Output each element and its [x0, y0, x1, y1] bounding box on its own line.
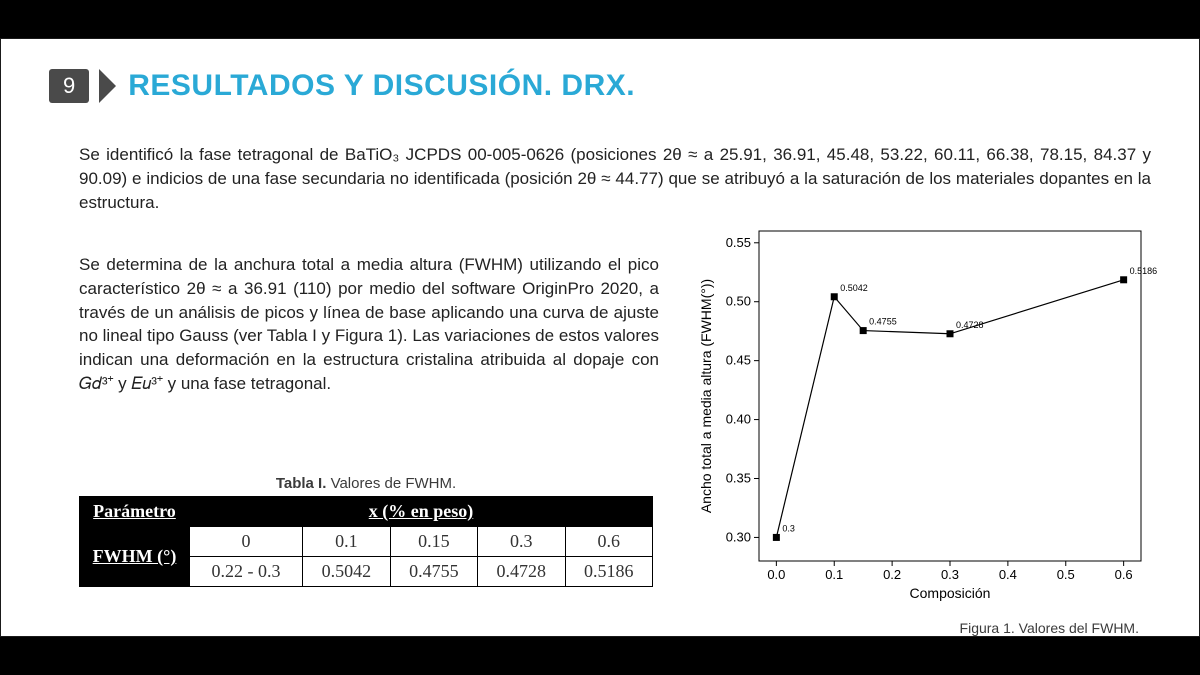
- td-x-4: 0.6: [565, 527, 652, 557]
- table-header-row: Parámetro x (% en peso): [80, 497, 653, 527]
- td-f-2: 0.4755: [390, 557, 477, 587]
- fwhm-table-wrap: Tabla I. Valores de FWHM. Parámetro x (%…: [79, 475, 653, 587]
- figure-caption: Figura 1. Valores del FWHM.: [960, 620, 1139, 636]
- svg-text:0.0: 0.0: [767, 567, 785, 582]
- fwhm-table: Parámetro x (% en peso) FWHM (°) 0 0.1 0…: [79, 496, 653, 587]
- page-title: RESULTADOS Y DISCUSIÓN. DRX.: [128, 69, 635, 103]
- svg-text:0.2: 0.2: [883, 567, 901, 582]
- svg-text:0.40: 0.40: [726, 412, 751, 427]
- table-x-row: FWHM (°) 0 0.1 0.15 0.3 0.6: [80, 527, 653, 557]
- title-row: 9 RESULTADOS Y DISCUSIÓN. DRX.: [49, 69, 1159, 103]
- svg-text:0.3: 0.3: [941, 567, 959, 582]
- td-f-0: 0.22 - 0.3: [190, 557, 303, 587]
- paragraph-2: Se determina de la anchura total a media…: [79, 253, 659, 396]
- svg-text:0.35: 0.35: [726, 471, 751, 486]
- fwhm-chart: 0.30 0.35 0.40 0.45 0.50 0.55 0.0 0.1 0.2 0.3 0.4 0…: [689, 221, 1159, 616]
- svg-text:0.4755: 0.4755: [869, 317, 897, 327]
- table-caption-rest: Valores de FWHM.: [326, 475, 456, 492]
- page-number-badge: 9: [49, 69, 89, 103]
- svg-text:0.5042: 0.5042: [840, 283, 868, 293]
- td-x-0: 0: [190, 527, 303, 557]
- svg-text:0.45: 0.45: [726, 353, 751, 368]
- td-fwhm-label: FWHM (°): [80, 527, 190, 587]
- svg-text:Composición: Composición: [910, 585, 991, 601]
- letterbox-top: [0, 0, 1200, 38]
- paragraph-1: Se identificó la fase tetragonal de BaTi…: [79, 143, 1151, 214]
- td-f-1: 0.5042: [303, 557, 390, 587]
- svg-text:0.4728: 0.4728: [956, 320, 984, 330]
- svg-text:0.5: 0.5: [1057, 567, 1075, 582]
- th-parametro: Parámetro: [80, 497, 190, 527]
- slide-container: 9 RESULTADOS Y DISCUSIÓN. DRX. Se identi…: [0, 38, 1200, 637]
- svg-text:0.5186: 0.5186: [1130, 266, 1158, 276]
- svg-text:Ancho total a media altura (FW: Ancho total a media altura (FWHM(°)): [698, 279, 714, 513]
- chevron-right-icon: [99, 69, 116, 103]
- table-caption: Tabla I. Valores de FWHM.: [79, 475, 653, 492]
- svg-text:0.1: 0.1: [825, 567, 843, 582]
- td-x-1: 0.1: [303, 527, 390, 557]
- svg-text:0.30: 0.30: [726, 529, 751, 544]
- svg-text:0.3: 0.3: [782, 523, 795, 533]
- svg-text:0.50: 0.50: [726, 294, 751, 309]
- svg-text:0.55: 0.55: [726, 235, 751, 250]
- letterbox-bottom: [0, 637, 1200, 675]
- th-x-peso: x (% en peso): [190, 497, 653, 527]
- td-f-4: 0.5186: [565, 557, 652, 587]
- svg-text:0.4: 0.4: [999, 567, 1017, 582]
- td-x-3: 0.3: [478, 527, 565, 557]
- td-f-3: 0.4728: [478, 557, 565, 587]
- td-x-2: 0.15: [390, 527, 477, 557]
- chart-svg: 0.30 0.35 0.40 0.45 0.50 0.55 0.0 0.1 0.2 0.3 0.4 0…: [689, 221, 1159, 616]
- svg-text:0.6: 0.6: [1115, 567, 1133, 582]
- table-caption-prefix: Tabla I.: [276, 475, 327, 492]
